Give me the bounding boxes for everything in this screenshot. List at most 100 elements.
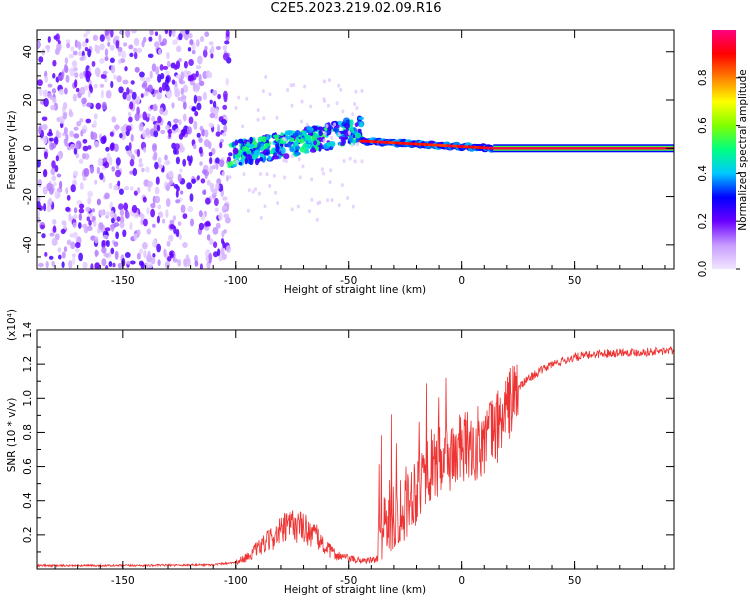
heatmap-cell — [274, 190, 278, 195]
heatmap-cell — [37, 216, 41, 224]
heatmap-cell — [224, 40, 230, 45]
heatmap-cell — [100, 73, 107, 79]
heatmap-cell — [125, 30, 131, 38]
heatmap-cell — [133, 190, 138, 196]
heatmap-cell — [267, 155, 272, 161]
heatmap-cell — [87, 90, 91, 98]
heatmap-cell — [93, 83, 98, 89]
heatmap-cell — [268, 92, 272, 97]
heatmap-cell — [91, 208, 95, 213]
heatmap-cell — [64, 87, 68, 95]
x-tick-label: 0 — [458, 575, 465, 587]
heatmap-cell — [194, 260, 199, 267]
heatmap-cell — [93, 220, 97, 227]
heatmap-cell — [195, 82, 201, 91]
heatmap-cell — [195, 39, 200, 47]
heatmap-cell — [154, 186, 160, 195]
heatmap-cell — [196, 175, 200, 181]
heatmap-cell — [78, 252, 83, 262]
heatmap-cell — [75, 143, 79, 150]
heatmap-cell — [116, 75, 122, 83]
heatmap-cell — [213, 111, 218, 120]
heatmap-cell — [57, 192, 61, 198]
heatmap-cell — [101, 246, 107, 254]
heatmap-cell — [167, 91, 171, 100]
heatmap-cell — [42, 169, 48, 178]
heatmap-cell — [245, 96, 249, 101]
heatmap-cell — [248, 143, 255, 148]
heatmap-cell — [223, 124, 228, 133]
heatmap-cell — [202, 49, 208, 58]
snr-line-series — [37, 346, 674, 568]
heatmap-cell — [92, 34, 99, 42]
heatmap-cell — [276, 201, 280, 206]
heatmap-cell — [353, 102, 357, 106]
heatmap-cell — [225, 77, 229, 86]
heatmap-cell — [78, 50, 82, 57]
heatmap-cell — [136, 97, 140, 106]
heatmap-cell — [142, 196, 147, 203]
heatmap-cell — [174, 88, 181, 98]
heatmap-cell — [248, 158, 254, 166]
heatmap-cell — [290, 154, 294, 159]
heatmap-cell — [164, 70, 170, 75]
heatmap-cell — [81, 97, 87, 105]
heatmap-cell — [297, 157, 301, 162]
heatmap-cell — [129, 101, 134, 110]
heatmap-cell — [37, 210, 40, 218]
heatmap-cell — [358, 116, 364, 121]
heatmap-cell — [66, 42, 71, 49]
heatmap-cell — [198, 210, 203, 218]
heatmap-cell — [115, 164, 119, 169]
heatmap-cell — [113, 185, 119, 191]
heatmap-cell — [254, 158, 260, 166]
heatmap-cell — [310, 177, 314, 182]
heatmap-cell — [126, 87, 130, 95]
heatmap-cell — [101, 258, 107, 267]
heatmap-cell — [298, 175, 302, 180]
heatmap-cell — [160, 72, 165, 80]
heatmap-cell — [129, 52, 134, 58]
heatmap-cell — [63, 223, 67, 230]
heatmap-cell — [85, 70, 92, 79]
heatmap-cell — [120, 126, 126, 132]
heatmap-cell — [335, 101, 339, 106]
heatmap-cell — [182, 242, 188, 248]
heatmap-cell — [223, 229, 227, 234]
heatmap-cell — [204, 225, 210, 231]
heatmap-cell — [206, 179, 211, 186]
heatmap-cell — [119, 209, 125, 217]
heatmap-cell — [333, 128, 338, 132]
heatmap-cell — [213, 251, 219, 258]
heatmap-cell — [105, 30, 111, 36]
heatmap-cell — [61, 251, 66, 259]
heatmap-cell — [166, 52, 170, 60]
heatmap-cell — [299, 146, 307, 153]
heatmap-cell — [84, 47, 89, 52]
heatmap-cell — [51, 175, 57, 182]
heatmap-cell — [133, 37, 140, 47]
heatmap-cell — [326, 103, 330, 108]
heatmap-cell — [172, 124, 177, 131]
heatmap-cell — [64, 65, 69, 74]
heatmap-cell — [304, 134, 312, 141]
heatmap-cell — [222, 205, 228, 211]
heatmap-cell — [156, 92, 162, 100]
heatmap-cell — [169, 224, 175, 230]
colorbar-title: Normalized spectral amplitude — [737, 69, 749, 230]
heatmap-cell — [326, 198, 330, 203]
heatmap-cell — [140, 93, 144, 98]
heatmap-cell — [49, 232, 55, 237]
heatmap-cell — [109, 143, 115, 152]
heatmap-cell — [104, 227, 111, 232]
heatmap-cell — [78, 158, 84, 164]
heatmap-cell — [79, 56, 85, 62]
colorbar-tick-label: 0.0 — [697, 261, 709, 278]
heatmap-cell — [54, 165, 59, 173]
heatmap-cell — [133, 47, 138, 53]
heatmap-cell — [264, 142, 270, 148]
heatmap-cell — [323, 131, 327, 136]
heatmap-cell — [290, 207, 294, 212]
heatmap-cell — [225, 30, 230, 38]
heatmap-cell — [43, 151, 48, 160]
